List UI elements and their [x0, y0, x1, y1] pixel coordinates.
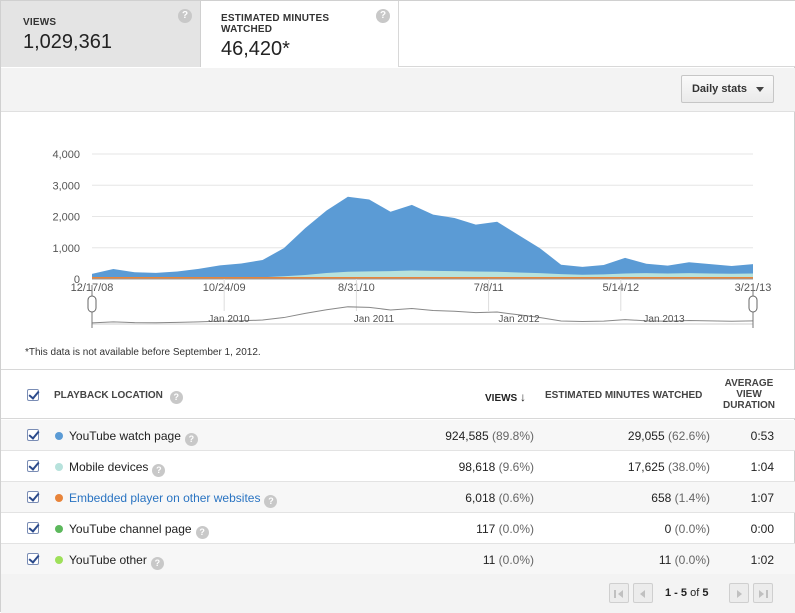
help-icon[interactable]: ? — [264, 495, 278, 508]
help-icon[interactable]: ? — [152, 464, 166, 477]
row-checkbox[interactable] — [27, 522, 39, 534]
last-page-button[interactable] — [753, 583, 773, 603]
y-tick-label: 2,000 — [52, 212, 80, 224]
header-views[interactable]: VIEWS ↓ — [485, 390, 527, 404]
row-location-name: YouTube other? — [69, 553, 164, 570]
row-views: 98,618 (9.6%) — [458, 460, 534, 474]
area-mobile-devices — [92, 270, 753, 279]
row-duration: 1:04 — [750, 460, 774, 474]
table-row[interactable]: YouTube channel page? 117 (0.0%) 0 (0.0%) 0… — [1, 513, 795, 544]
select-all-checkbox[interactable] — [27, 389, 39, 401]
row-checkbox[interactable] — [27, 429, 39, 441]
row-views: 11 (0.0%) — [482, 553, 534, 567]
range-year-label: Jan 2010 — [208, 314, 250, 325]
table-footer: 1 - 5 of 5 — [1, 574, 795, 613]
row-minutes: 29,055 (62.6%) — [627, 429, 710, 443]
y-tick-label: 0 — [74, 274, 80, 286]
prev-page-button[interactable] — [633, 583, 653, 603]
first-page-button[interactable] — [609, 583, 629, 603]
caret-down-icon — [756, 87, 764, 92]
views-value: 1,029,361 — [23, 31, 112, 53]
range-handle — [87, 295, 97, 313]
y-tick-label: 4,000 — [52, 149, 80, 161]
row-duration: 1:07 — [750, 491, 774, 505]
row-duration: 1:02 — [750, 553, 774, 567]
header-duration[interactable]: AVERAGE VIEW DURATION — [722, 378, 776, 411]
minutes-label: ESTIMATED MINUTES WATCHED — [221, 13, 330, 35]
metric-cards: VIEWS 1,029,361 ? ESTIMATED MINUTES WATC… — [1, 1, 795, 67]
help-icon[interactable]: ? — [184, 433, 198, 446]
table-row[interactable]: Mobile devices? 98,618 (9.6%) 17,625 (38.0… — [1, 451, 795, 482]
row-minutes: 11 (0.0%) — [658, 553, 710, 567]
table-header: PLAYBACK LOCATION ? VIEWS ↓ ESTIMATED MI… — [1, 369, 795, 419]
row-location-name: YouTube watch page? — [69, 429, 198, 446]
data-note: *This data is not available before Septe… — [25, 347, 261, 358]
chart-toolbar: Daily stats — [1, 68, 795, 112]
row-views: 924,585 (89.8%) — [445, 429, 534, 443]
range-year-label: Jan 2013 — [643, 314, 685, 325]
series-color-dot — [55, 463, 63, 471]
row-duration: 0:00 — [750, 522, 774, 536]
row-location-name[interactable]: Embedded player on other websites? — [69, 491, 278, 508]
minutes-value: 46,420* — [221, 38, 290, 60]
views-chart: 4,000 3,000 2,000 1,000 0 12/17/08 10/24/09 8/3… — [1, 113, 795, 368]
row-checkbox[interactable] — [27, 491, 39, 503]
range-sparkline — [91, 306, 754, 324]
table-row[interactable]: Embedded player on other websites? 6,018 … — [1, 482, 795, 513]
range-year-label: Jan 2012 — [498, 314, 540, 325]
row-checkbox[interactable] — [27, 460, 39, 472]
row-location-name: Mobile devices? — [69, 460, 166, 477]
y-tick-label: 3,000 — [52, 180, 80, 192]
series-color-dot — [55, 556, 63, 564]
row-minutes: 0 (0.0%) — [664, 522, 710, 536]
table-row[interactable]: YouTube watch page? 924,585 (89.8%) 29,055… — [1, 420, 795, 451]
header-playback-location[interactable]: PLAYBACK LOCATION ? — [54, 390, 183, 404]
dropdown-label: Daily stats — [691, 83, 747, 95]
next-page-button[interactable] — [729, 583, 749, 603]
table-row[interactable]: YouTube other? 11 (0.0%) 11 (0.0%) 1:02 — [1, 544, 795, 575]
area-youtube-watch-page — [92, 196, 753, 279]
series-color-dot — [55, 432, 63, 440]
help-icon[interactable]: ? — [376, 9, 390, 23]
y-tick-label: 1,000 — [52, 243, 80, 255]
row-minutes: 17,625 (38.0%) — [627, 460, 710, 474]
minutes-card[interactable]: ESTIMATED MINUTES WATCHED 46,420* ? — [201, 1, 399, 67]
row-location-name: YouTube channel page? — [69, 522, 209, 539]
series-color-dot — [55, 525, 63, 533]
header-minutes[interactable]: ESTIMATED MINUTES WATCHED — [545, 390, 703, 401]
row-views: 6,018 (0.6%) — [465, 491, 534, 505]
help-icon[interactable]: ? — [178, 9, 192, 23]
help-icon[interactable]: ? — [195, 526, 209, 539]
sort-arrow-down-icon: ↓ — [520, 390, 527, 404]
row-views: 117 (0.0%) — [476, 522, 534, 536]
pager-range: 1 - 5 of 5 — [665, 587, 709, 599]
row-checkbox[interactable] — [27, 553, 39, 565]
row-duration: 0:53 — [750, 429, 774, 443]
help-icon[interactable]: ? — [169, 391, 183, 404]
views-card[interactable]: VIEWS 1,029,361 ? — [1, 1, 201, 67]
range-handle — [748, 295, 758, 313]
daily-stats-dropdown[interactable]: Daily stats — [680, 75, 774, 103]
row-minutes: 658 (1.4%) — [651, 491, 710, 505]
views-label: VIEWS — [23, 17, 57, 28]
range-year-label: Jan 2011 — [354, 314, 395, 325]
help-icon[interactable]: ? — [150, 557, 164, 570]
series-color-dot — [55, 494, 63, 502]
